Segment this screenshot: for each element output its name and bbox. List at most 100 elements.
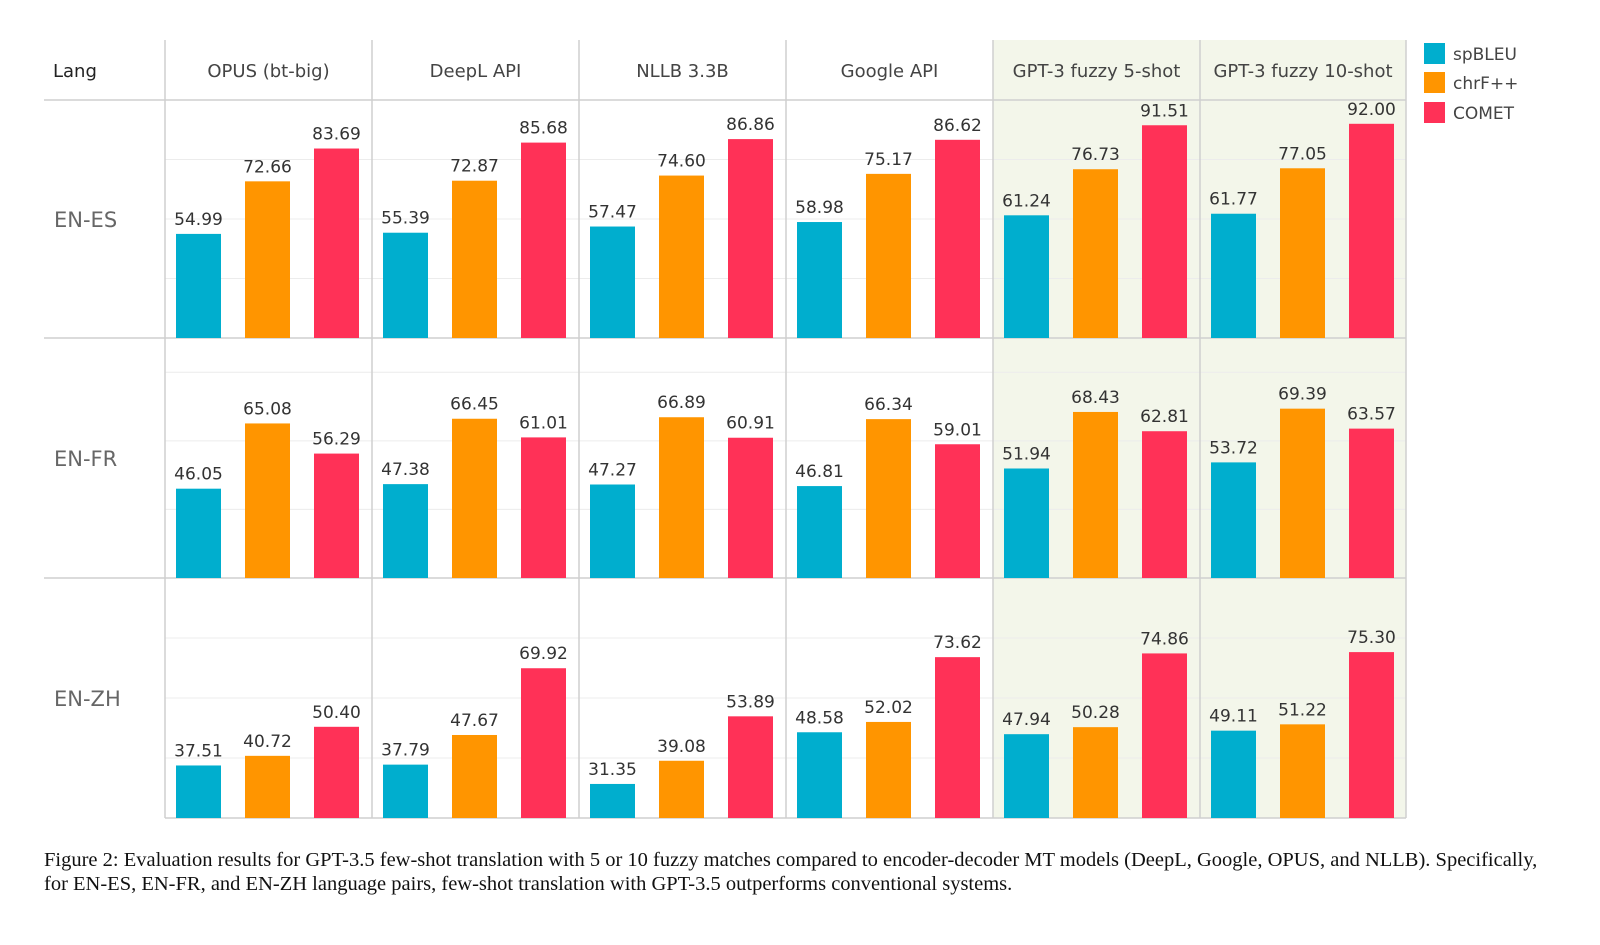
data-label: 76.73: [1071, 145, 1120, 165]
column-header: NLLB 3.3B: [636, 61, 729, 82]
bar-comet: [728, 437, 773, 578]
bar-comet: [728, 139, 773, 338]
data-label: 75.17: [864, 150, 913, 170]
data-label: 55.39: [381, 209, 430, 229]
column-header: DeepL API: [430, 61, 522, 82]
data-label: 52.02: [864, 698, 913, 718]
bar-chrfpp: [452, 180, 497, 338]
row-label: EN-ES: [54, 208, 117, 232]
bar-chrfpp: [245, 755, 290, 818]
bar-comet: [521, 668, 566, 818]
data-label: 73.62: [933, 633, 982, 653]
legend-label: COMET: [1453, 104, 1515, 124]
legend-label: spBLEU: [1453, 45, 1517, 65]
bar-chrfpp: [1073, 411, 1118, 578]
data-label: 77.05: [1278, 144, 1327, 164]
column-header: GPT-3 fuzzy 10-shot: [1213, 61, 1392, 82]
bar-chrfpp: [1280, 408, 1325, 578]
legend-swatch: [1424, 102, 1445, 123]
bar-spbleu: [797, 486, 842, 578]
data-label: 37.51: [174, 741, 223, 761]
bar-spbleu: [176, 765, 221, 818]
bar-chrfpp: [452, 734, 497, 818]
data-label: 63.57: [1347, 405, 1396, 425]
data-label: 53.89: [726, 692, 775, 712]
bar-comet: [1142, 431, 1187, 578]
figure-caption: Figure 2: Evaluation results for GPT-3.5…: [44, 849, 1538, 895]
data-label: 92.00: [1347, 100, 1396, 120]
data-label: 66.34: [864, 395, 913, 415]
data-label: 74.86: [1140, 629, 1189, 649]
data-label: 50.40: [312, 703, 361, 723]
data-label: 68.43: [1071, 388, 1120, 408]
bar-spbleu: [176, 233, 221, 338]
data-label: 48.58: [795, 708, 844, 728]
data-label: 66.89: [657, 393, 706, 413]
data-label: 58.98: [795, 198, 844, 218]
data-label: 47.27: [588, 461, 637, 481]
bar-chrfpp: [659, 175, 704, 338]
bar-chrfpp: [452, 418, 497, 578]
data-label: 61.01: [519, 413, 568, 433]
bar-chrfpp: [1073, 169, 1118, 338]
data-label: 50.28: [1071, 703, 1120, 723]
bar-spbleu: [590, 783, 635, 818]
data-label: 74.60: [657, 152, 706, 172]
bar-spbleu: [1211, 730, 1256, 818]
bar-chrfpp: [866, 173, 911, 338]
bar-comet: [935, 657, 980, 818]
bar-chrfpp: [659, 760, 704, 818]
data-label: 60.91: [726, 414, 775, 434]
data-label: 85.68: [519, 119, 568, 139]
data-label: 47.94: [1002, 710, 1051, 730]
data-label: 37.79: [381, 741, 430, 761]
bar-chrfpp: [1280, 724, 1325, 818]
bar-comet: [314, 726, 359, 818]
bar-spbleu: [383, 232, 428, 338]
bar-spbleu: [1004, 734, 1049, 818]
bar-spbleu: [383, 484, 428, 578]
data-label: 47.67: [450, 711, 499, 731]
bar-spbleu: [1004, 215, 1049, 338]
bar-spbleu: [590, 484, 635, 578]
bar-comet: [728, 716, 773, 818]
data-label: 39.08: [657, 737, 706, 757]
data-label: 31.35: [588, 760, 637, 780]
bar-comet: [1349, 652, 1394, 818]
bar-comet: [521, 437, 566, 578]
bar-chrfpp: [866, 419, 911, 578]
column-header: Google API: [841, 61, 939, 82]
column-header: GPT-3 fuzzy 5-shot: [1013, 61, 1181, 82]
bar-chrfpp: [866, 721, 911, 818]
row-label: EN-ZH: [54, 687, 121, 711]
bar-comet: [1349, 123, 1394, 338]
data-label: 91.51: [1140, 101, 1189, 121]
legend-label: chrF++: [1453, 74, 1518, 94]
bar-chrfpp: [245, 423, 290, 578]
bar-spbleu: [797, 732, 842, 818]
bar-comet: [1142, 125, 1187, 338]
bar-spbleu: [1211, 462, 1256, 578]
bar-spbleu: [176, 488, 221, 578]
data-label: 51.94: [1002, 444, 1051, 464]
bar-comet: [935, 139, 980, 338]
data-label: 72.87: [450, 157, 499, 177]
bar-spbleu: [590, 226, 635, 338]
bar-comet: [1142, 653, 1187, 818]
data-label: 75.30: [1347, 628, 1396, 648]
data-label: 66.45: [450, 395, 499, 415]
bar-chrfpp: [1073, 727, 1118, 818]
bar-chrfpp: [1280, 168, 1325, 338]
bar-spbleu: [383, 764, 428, 818]
data-label: 62.81: [1140, 407, 1189, 427]
data-label: 49.11: [1209, 707, 1258, 727]
data-label: 46.81: [795, 462, 844, 482]
data-label: 51.22: [1278, 700, 1327, 720]
data-label: 72.66: [243, 157, 292, 177]
data-label: 61.77: [1209, 190, 1258, 210]
data-label: 59.01: [933, 420, 982, 440]
data-label: 53.72: [1209, 438, 1258, 458]
bar-chrfpp: [245, 181, 290, 338]
legend-swatch: [1424, 43, 1445, 64]
